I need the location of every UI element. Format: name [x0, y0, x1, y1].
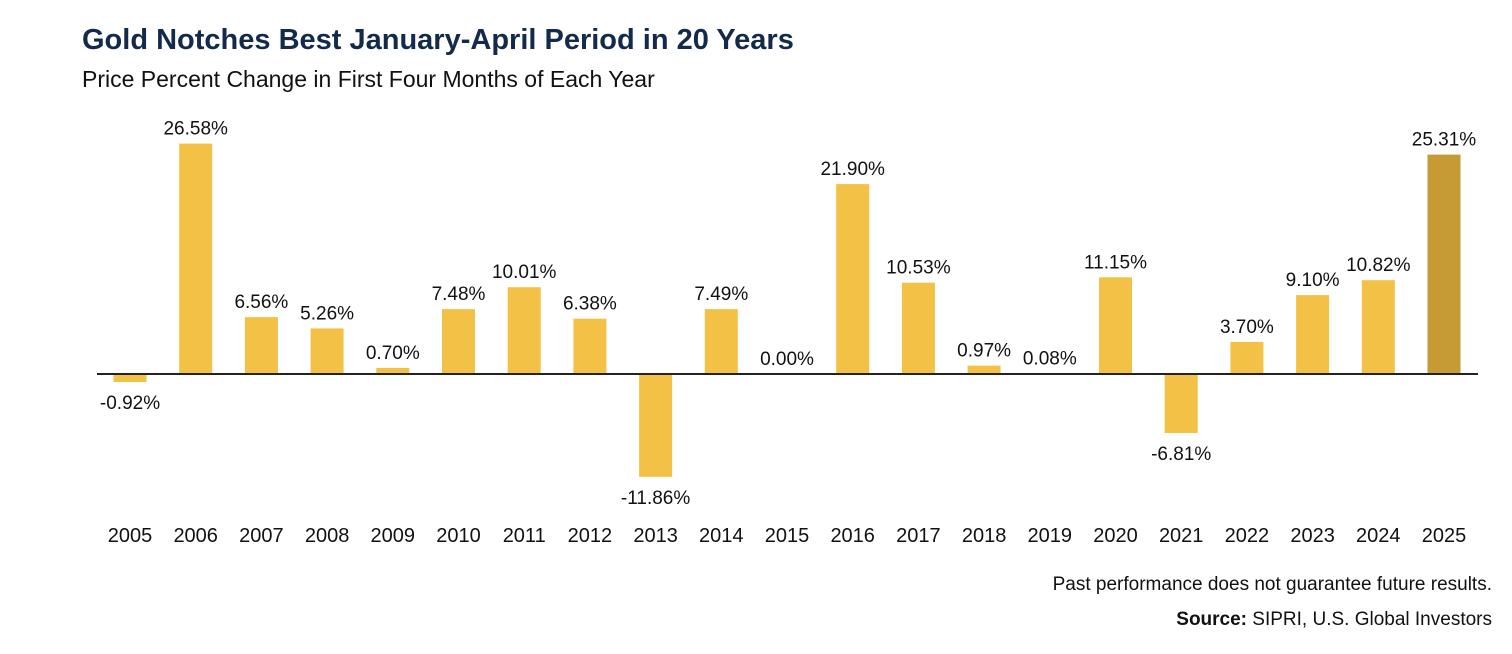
- x-tick-label-2024: 2024: [1356, 525, 1401, 547]
- x-tick-label-2011: 2011: [503, 525, 546, 547]
- x-tick-label-2025: 2025: [1422, 525, 1467, 547]
- bar-2023: [1296, 295, 1330, 374]
- x-tick-label-2022: 2022: [1225, 525, 1270, 547]
- x-tick-label-2010: 2010: [436, 525, 481, 547]
- bar-2017: [901, 282, 935, 374]
- data-label-2008: 5.26%: [300, 303, 354, 324]
- bar-2007: [244, 317, 278, 374]
- x-tick-label-2021: 2021: [1159, 525, 1204, 547]
- x-tick-label-2014: 2014: [699, 525, 744, 547]
- data-label-2014: 7.49%: [694, 284, 748, 305]
- x-tick-label-2007: 2007: [239, 525, 284, 547]
- data-label-2025: 25.31%: [1412, 130, 1477, 151]
- x-tick-label-2015: 2015: [765, 525, 810, 547]
- bar-2021: [1164, 374, 1198, 433]
- data-label-2017: 10.53%: [886, 258, 951, 279]
- chart-subtitle: Price Percent Change in First Four Month…: [82, 66, 655, 92]
- x-tick-label-2023: 2023: [1290, 525, 1335, 547]
- data-label-2009: 0.70%: [366, 343, 420, 364]
- data-label-2020: 11.15%: [1084, 252, 1147, 273]
- bar-2018: [967, 365, 1001, 374]
- source-label: Source:: [1176, 609, 1248, 630]
- x-tick-label-2005: 2005: [108, 525, 153, 547]
- x-tick-label-2017: 2017: [896, 525, 941, 547]
- bar-2005: [113, 374, 147, 382]
- data-label-2016: 21.90%: [820, 159, 885, 180]
- data-label-2023: 9.10%: [1286, 270, 1340, 291]
- x-tick-label-2012: 2012: [568, 525, 613, 547]
- data-label-2011: 10.01%: [492, 262, 557, 283]
- data-label-2015: 0.00%: [760, 349, 814, 370]
- data-label-2005: -0.92%: [100, 393, 160, 414]
- data-label-2024: 10.82%: [1346, 255, 1411, 276]
- bar-2020: [1099, 277, 1132, 374]
- bar-2008: [310, 328, 344, 374]
- bar-2011: [507, 287, 541, 374]
- x-tick-label-2018: 2018: [962, 525, 1007, 547]
- x-tick-label-2019: 2019: [1028, 525, 1073, 547]
- bar-2022: [1230, 341, 1264, 374]
- data-label-2018: 0.97%: [957, 341, 1011, 362]
- data-label-2007: 6.56%: [234, 292, 288, 313]
- bar-2013: [639, 374, 673, 477]
- data-label-2010: 7.48%: [432, 284, 486, 305]
- data-label-2019: 0.08%: [1023, 348, 1077, 369]
- bar-2006: [179, 143, 213, 374]
- bar-2012: [573, 318, 607, 374]
- bar-2016: [836, 184, 870, 374]
- data-label-2012: 6.38%: [563, 294, 617, 315]
- bar-2024: [1361, 280, 1395, 374]
- data-label-2013: -11.86%: [621, 488, 690, 509]
- x-tick-label-2006: 2006: [173, 525, 218, 547]
- data-label-2006: 26.58%: [163, 119, 228, 140]
- bar-2025: [1427, 154, 1461, 374]
- source-text: SIPRI, U.S. Global Investors: [1247, 609, 1492, 630]
- x-tick-label-2020: 2020: [1093, 525, 1138, 547]
- data-label-2021: -6.81%: [1151, 444, 1211, 465]
- data-label-2022: 3.70%: [1220, 317, 1274, 338]
- bar-2009: [376, 367, 410, 374]
- bar-2014: [704, 309, 738, 374]
- x-tick-label-2013: 2013: [633, 525, 678, 547]
- x-tick-label-2016: 2016: [830, 525, 875, 547]
- x-tick-label-2008: 2008: [305, 525, 350, 547]
- bar-2010: [442, 309, 475, 374]
- disclaimer-note: Past performance does not guarantee futu…: [1052, 574, 1492, 595]
- x-tick-label-2009: 2009: [371, 525, 416, 547]
- chart-title: Gold Notches Best January-April Period i…: [82, 24, 794, 56]
- source-credit: Source: SIPRI, U.S. Global Investors: [1176, 609, 1492, 631]
